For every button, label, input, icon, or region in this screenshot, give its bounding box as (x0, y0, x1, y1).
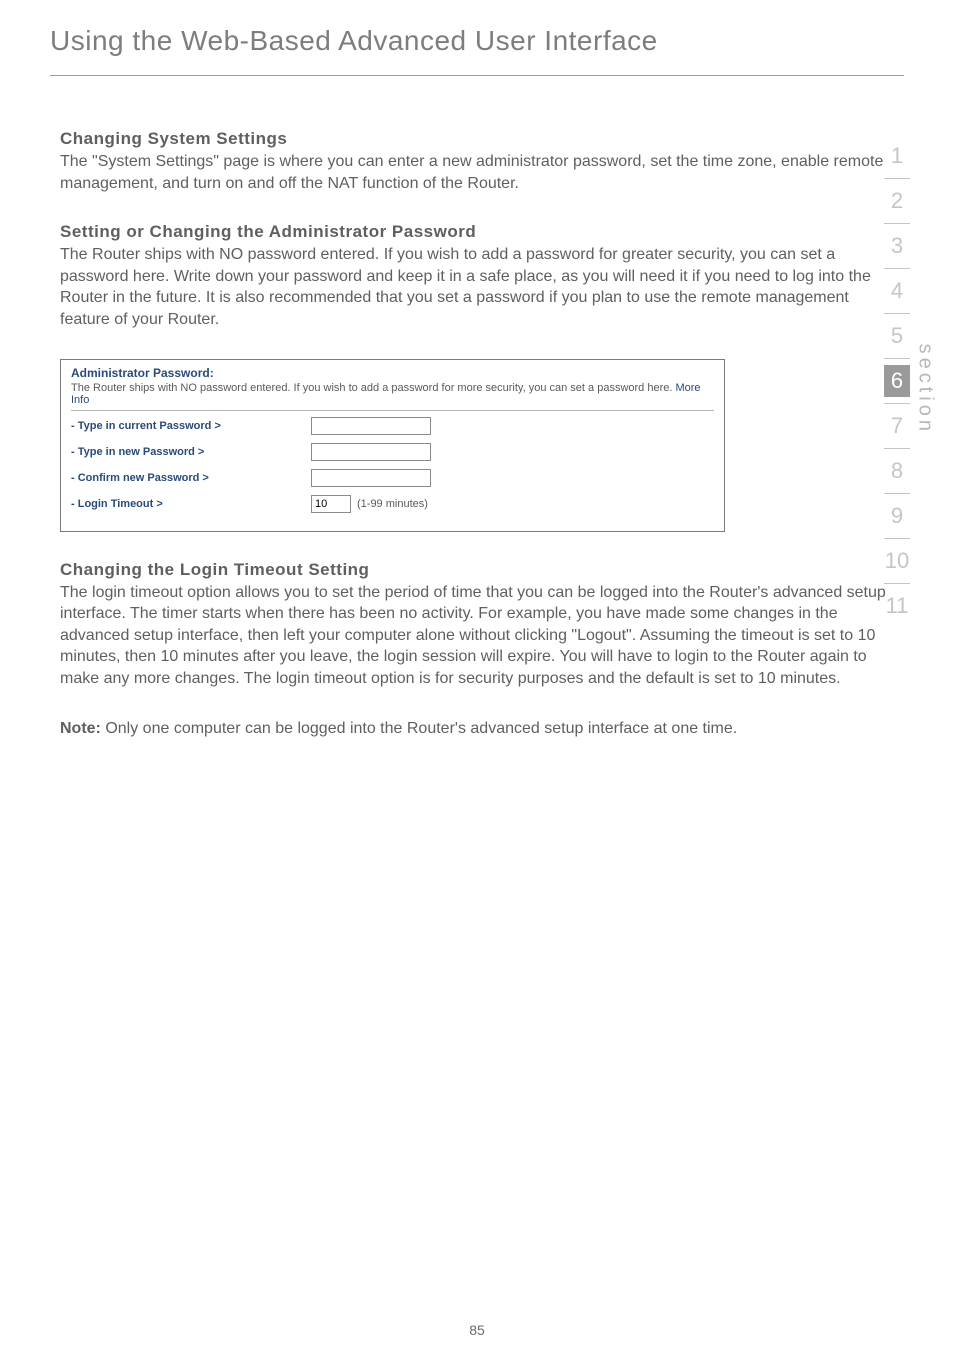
nav-divider (884, 178, 910, 179)
nav-divider (884, 313, 910, 314)
admin-password-panel: Administrator Password: The Router ships… (60, 359, 725, 532)
section-label: section (913, 344, 936, 435)
new-password-input[interactable] (311, 443, 431, 461)
panel-divider (71, 410, 714, 411)
paragraph-system-settings: The "System Settings" page is where you … (60, 151, 894, 194)
nav-item-2[interactable]: 2 (884, 185, 910, 217)
confirm-password-input[interactable] (311, 469, 431, 487)
note-label: Note: (60, 720, 101, 737)
row-confirm-password: - Confirm new Password > (71, 469, 714, 487)
row-new-password: - Type in new Password > (71, 443, 714, 461)
nav-item-6[interactable]: 6 (884, 365, 910, 397)
row-login-timeout: - Login Timeout > (1-99 minutes) (71, 495, 714, 513)
nav-item-4[interactable]: 4 (884, 275, 910, 307)
timeout-unit: (1-99 minutes) (357, 498, 428, 510)
nav-divider (884, 403, 910, 404)
nav-divider (884, 538, 910, 539)
nav-divider (884, 358, 910, 359)
paragraph-login-timeout: The login timeout option allows you to s… (60, 582, 894, 690)
nav-divider (884, 493, 910, 494)
panel-title: Administrator Password: (71, 366, 714, 380)
login-timeout-input[interactable] (311, 495, 351, 513)
section-nav: 1 2 3 4 5 6 7 8 9 10 11 (884, 140, 910, 622)
nav-item-5[interactable]: 5 (884, 320, 910, 352)
nav-item-9[interactable]: 9 (884, 500, 910, 532)
nav-item-11[interactable]: 11 (884, 590, 910, 622)
heading-login-timeout: Changing the Login Timeout Setting (60, 560, 894, 580)
nav-item-3[interactable]: 3 (884, 230, 910, 262)
panel-description: The Router ships with NO password entere… (71, 382, 714, 406)
label-confirm-password: - Confirm new Password > (71, 472, 311, 484)
content: Changing System Settings The "System Set… (0, 94, 954, 739)
heading-admin-password: Setting or Changing the Administrator Pa… (60, 222, 894, 242)
label-new-password: - Type in new Password > (71, 446, 311, 458)
panel-desc-text: The Router ships with NO password entere… (71, 382, 675, 394)
nav-divider (884, 448, 910, 449)
nav-item-7[interactable]: 7 (884, 410, 910, 442)
nav-divider (884, 268, 910, 269)
current-password-input[interactable] (311, 417, 431, 435)
page-title: Using the Web-Based Advanced User Interf… (0, 0, 954, 67)
nav-divider (884, 223, 910, 224)
note-body: Only one computer can be logged into the… (101, 720, 737, 737)
heading-system-settings: Changing System Settings (60, 129, 894, 149)
label-current-password: - Type in current Password > (71, 420, 311, 432)
row-current-password: - Type in current Password > (71, 417, 714, 435)
nav-item-10[interactable]: 10 (884, 545, 910, 577)
label-login-timeout: - Login Timeout > (71, 498, 311, 510)
page-number: 85 (0, 1322, 954, 1338)
header-rule (50, 75, 904, 76)
nav-item-1[interactable]: 1 (884, 140, 910, 172)
paragraph-admin-password: The Router ships with NO password entere… (60, 244, 894, 330)
nav-divider (884, 583, 910, 584)
nav-item-8[interactable]: 8 (884, 455, 910, 487)
note-paragraph: Note: Only one computer can be logged in… (60, 718, 894, 740)
